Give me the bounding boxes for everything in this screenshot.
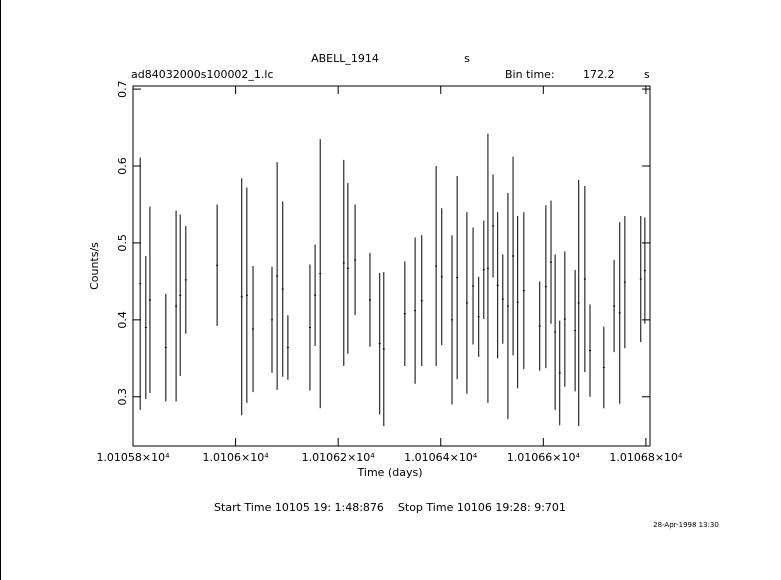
y-axis-label: Counts/s [88,242,101,290]
data-point [550,261,553,263]
data-point [281,288,284,290]
data-point [139,283,142,285]
data-point [216,264,219,266]
data-point [588,350,591,352]
data-point [435,265,438,267]
data-point [276,275,279,277]
data-point [465,302,468,304]
data-point [558,372,561,374]
data-point [451,319,454,321]
data-point [420,300,423,302]
data-point [506,305,509,307]
data-point [563,318,566,320]
data-point [512,255,515,257]
data-point [314,294,317,296]
data-point [308,327,311,329]
data-point [522,290,525,292]
data-point [583,278,586,280]
data-point [382,348,385,350]
chart-title: ABELL_1914 [311,52,379,65]
data-point [472,285,475,287]
date-stamp: 28-Apr-1998 13:30 [653,521,719,529]
data-point [492,225,495,227]
x-tick-label: 1.01064×10⁴ [404,451,478,464]
data-point [496,284,499,286]
data-point [175,305,178,307]
data-point [482,269,485,271]
data-point [144,327,147,329]
file-name: ad84032000s100002_1.lc [131,68,274,81]
x-tick-label: 1.01058×10⁴ [96,451,170,464]
data-point [346,267,349,269]
time-range: Start Time 10105 19: 1:48:876 Stop Time … [214,501,566,514]
x-tick-label: 1.01066×10⁴ [507,451,581,464]
data-point [618,312,621,314]
data-point [516,301,519,303]
bin-time: 172.2 [583,68,615,81]
data-point [477,316,480,318]
data-point [639,278,642,280]
x-tick-label: 1.0106×10⁴ [203,451,270,464]
data-point [574,330,577,332]
data-point [623,281,626,283]
bin-time-label: Bin time: [505,68,555,81]
data-point [286,347,289,349]
data-point [184,279,187,281]
data-point [486,267,489,269]
data-point [577,302,580,304]
data-point [342,262,345,264]
data-point [538,325,541,327]
y-tick-label: 0.5 [116,234,129,252]
y-tick-label: 0.6 [116,157,129,175]
data-point [544,286,547,288]
data-point [414,310,417,312]
data-point [554,331,557,333]
data-point [368,299,371,301]
x-tick-label: 1.01062×10⁴ [302,451,376,464]
data-point [319,273,322,275]
data-point [354,259,357,261]
data-point [643,270,646,272]
data-point [245,294,248,296]
data-point [378,343,381,345]
y-tick-label: 0.3 [116,388,129,406]
data-point [252,328,255,330]
data-point [179,294,182,296]
data-point [240,296,243,298]
x-tick-label: 1.01068×10⁴ [609,451,683,464]
data-point [164,347,167,349]
y-tick-label: 0.4 [116,311,129,329]
y-tick-label: 0.7 [116,80,129,98]
title-unit: s [464,52,470,65]
data-point [602,367,605,369]
data-point [613,305,616,307]
data-point [403,313,406,315]
data-point [501,298,504,300]
bin-time-unit: s [644,68,650,81]
x-axis-label: Time (days) [357,466,423,479]
plot-frame [132,85,651,447]
data-point [456,277,459,279]
data-point [440,276,443,278]
data-point [270,319,273,321]
data-point [148,299,151,301]
